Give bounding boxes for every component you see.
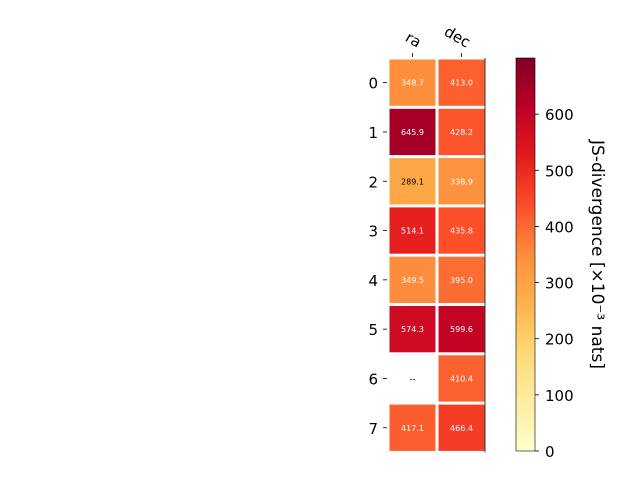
- colorbar-tick-label: 100: [545, 387, 574, 405]
- cell-value-label: 466.4: [450, 424, 473, 433]
- x-tick-label: dec: [441, 22, 473, 51]
- heatmap-cell: [438, 256, 485, 303]
- cell-value-label: 645.9: [401, 128, 424, 137]
- heatmap-cell: [389, 404, 436, 451]
- colorbar-tick-label: 500: [545, 162, 574, 180]
- cell-value-label: 599.6: [450, 325, 473, 334]
- colorbar-gradient: [515, 57, 536, 452]
- colorbar: 0 100 200 300 400 500 600 JS-divergence [×10⁻³ …: [515, 57, 607, 461]
- colorbar-label: JS-divergence [×10⁻³ nats]: [587, 139, 607, 369]
- y-tick-label: 6: [368, 370, 378, 388]
- cell-value-label: 574.3: [401, 325, 424, 334]
- cell-value-label: 395.0: [450, 276, 473, 285]
- y-tick-label: 7: [368, 420, 378, 438]
- y-tick-label: 3: [368, 223, 378, 241]
- cell-value-label: 417.1: [401, 424, 424, 433]
- heatmap-cell: [438, 108, 485, 156]
- heatmap-cell: [438, 158, 485, 205]
- y-tick-label: 2: [368, 173, 378, 191]
- heatmap-cell: [389, 306, 436, 353]
- cell-value-label: 349.5: [401, 276, 424, 285]
- cell-value-label: 410.4: [450, 374, 473, 383]
- colorbar-tick-label: 300: [545, 275, 574, 293]
- y-tick-label: 0: [368, 75, 378, 93]
- colorbar-tick-label: 200: [545, 331, 574, 349]
- heatmap-cell: [389, 256, 436, 303]
- cell-value-label: 435.8: [450, 227, 473, 236]
- colorbar-tick-label: 600: [545, 106, 574, 124]
- cell-value-label: 514.1: [401, 227, 424, 236]
- x-tick-label: ra: [402, 28, 424, 51]
- heatmap-cell: [438, 59, 485, 106]
- colorbar-tick-label: 400: [545, 218, 574, 236]
- heatmap-cell: [389, 59, 436, 106]
- cell-value-label: 348.7: [401, 79, 424, 88]
- colorbar-tick-label: 0: [545, 443, 555, 461]
- heatmap-cell: [438, 404, 485, 451]
- cell-value-label: 413.0: [450, 79, 473, 88]
- heatmap-cell: [438, 355, 485, 402]
- cell-value-label: 428.2: [450, 128, 473, 137]
- heatmap-cell: [438, 306, 485, 353]
- cell-value-label: 338.9: [450, 177, 473, 186]
- heatmap-cell: [389, 158, 436, 205]
- cell-value-label: 289.1: [401, 177, 424, 186]
- y-tick-label: 4: [368, 272, 378, 290]
- y-tick-label: 5: [368, 321, 378, 339]
- heatmap-cells: 348.7 413.0 645.9 428.2 289.1 338.9 514.1 435.8…: [389, 59, 485, 451]
- y-tick-label: 1: [368, 124, 378, 142]
- heatmap-cell: [438, 207, 485, 254]
- heatmap-cell: [389, 207, 436, 254]
- heatmap-cell: [389, 108, 436, 156]
- cell-value-label: --: [410, 374, 416, 383]
